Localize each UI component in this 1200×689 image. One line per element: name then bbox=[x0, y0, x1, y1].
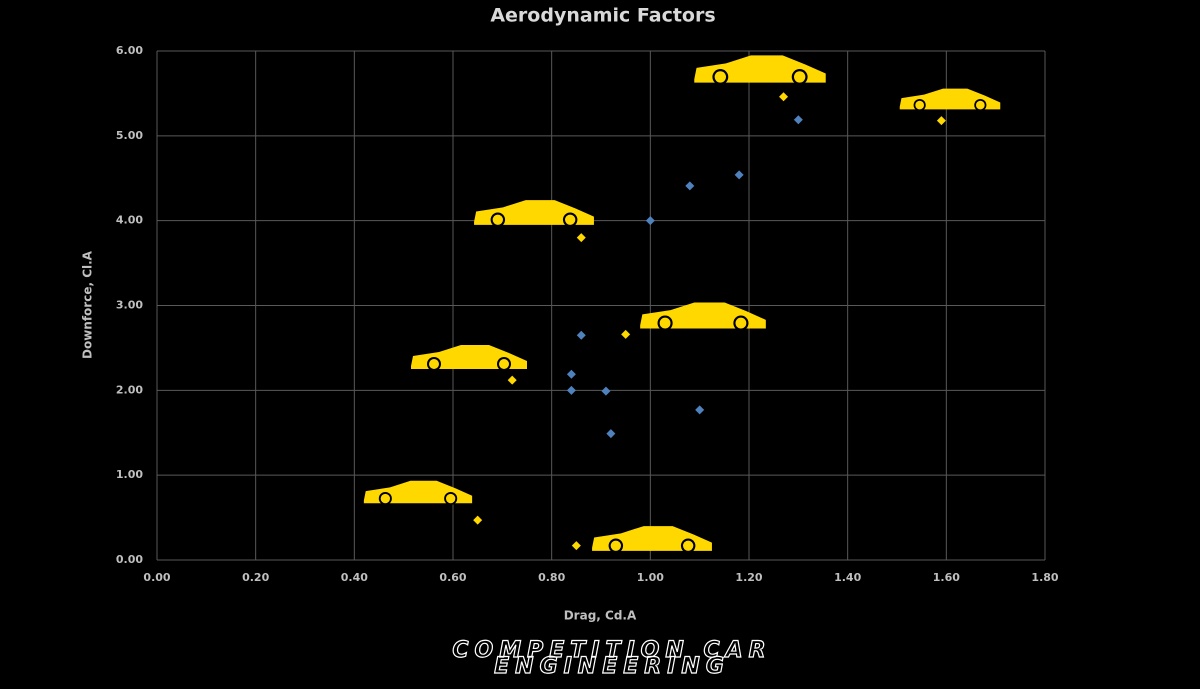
data-point bbox=[621, 329, 631, 339]
y-tick-label: 4.00 bbox=[116, 214, 143, 227]
data-point bbox=[507, 375, 517, 385]
data-point bbox=[645, 216, 655, 226]
data-point bbox=[779, 92, 789, 102]
y-tick-label: 3.00 bbox=[116, 299, 143, 312]
x-tick-label: 1.40 bbox=[834, 571, 861, 584]
x-tick-label: 0.20 bbox=[242, 571, 269, 584]
x-tick-label: 0.80 bbox=[538, 571, 565, 584]
data-point bbox=[571, 541, 581, 551]
x-tick-label: 1.60 bbox=[933, 571, 960, 584]
data-point bbox=[685, 181, 695, 191]
x-tick-label: 1.80 bbox=[1031, 571, 1058, 584]
plot-area: 0.00 1.00 2.00 3.00 4.00 5.00 6.00 0.00 0.20 0.40… bbox=[116, 44, 1059, 584]
x-tick-label: 0.60 bbox=[439, 571, 466, 584]
y-tick-label: 0.00 bbox=[116, 553, 143, 566]
x-tick-label: 1.00 bbox=[637, 571, 664, 584]
y-tick-label: 5.00 bbox=[116, 129, 143, 142]
data-point bbox=[576, 330, 586, 340]
y-tick-label: 1.00 bbox=[116, 468, 143, 481]
data-point bbox=[576, 233, 586, 243]
data-point bbox=[734, 170, 744, 180]
x-tick-label: 0.40 bbox=[341, 571, 368, 584]
data-point bbox=[695, 405, 705, 415]
y-tick-label: 6.00 bbox=[116, 44, 143, 57]
data-point bbox=[606, 429, 616, 439]
data-point bbox=[566, 369, 576, 379]
data-point bbox=[566, 385, 576, 395]
y-axis-label: Downforce, Cl.A bbox=[81, 250, 95, 359]
data-point bbox=[793, 115, 803, 125]
logo-line: COMPETITION CAR bbox=[452, 638, 771, 663]
data-point bbox=[936, 116, 946, 126]
x-tick-label: 1.20 bbox=[735, 571, 762, 584]
x-tick-label: 0.00 bbox=[143, 571, 170, 584]
logo-line: ENGINEERING bbox=[494, 654, 730, 679]
data-point bbox=[601, 386, 611, 396]
data-point bbox=[473, 515, 483, 525]
y-tick-label: 2.00 bbox=[116, 383, 143, 396]
x-axis-label: Drag, Cd.A bbox=[564, 609, 637, 623]
chart-title: Aerodynamic Factors bbox=[490, 5, 715, 27]
